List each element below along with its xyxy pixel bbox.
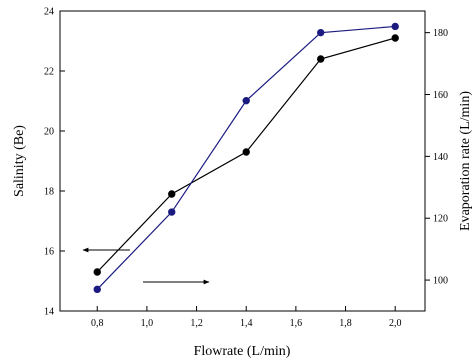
y2-tick-label: 160: [433, 90, 448, 101]
y2-tick-label: 140: [433, 152, 448, 163]
annotations-layer: [82, 247, 210, 285]
y2-axis-title: Evaporation rate (L/min): [458, 91, 473, 231]
y-tick-label: 20: [44, 127, 54, 138]
y2-tick-label: 100: [433, 276, 448, 287]
y2-tick-label: 180: [433, 28, 448, 39]
series-layer: [93, 22, 399, 294]
x-tick-label: 1,4: [240, 318, 253, 329]
axes-layer: [59, 10, 426, 312]
x-tick-label: 1,0: [141, 318, 154, 329]
series-2-point: [168, 208, 176, 216]
series-line-2: [96, 25, 396, 290]
ticks-layer: 0,8 1,0 1,2 1,4 1,6 1,8 2,0 14 16 18 20 22 24 100 120 1…: [44, 7, 448, 330]
x-tick-label: 1,8: [339, 318, 352, 329]
series-1-point: [242, 148, 250, 156]
y-axis-title: Salinity (Be): [12, 125, 27, 197]
x-tick-label: 0,8: [91, 318, 104, 329]
x-tick-label: 2,0: [389, 318, 402, 329]
series-1-point: [317, 55, 325, 63]
plot-frame: [59, 10, 426, 312]
x-tick-label: 1,6: [290, 318, 303, 329]
y-tick-label: 14: [44, 307, 54, 318]
y-tick-label: 22: [44, 67, 54, 78]
y2-tick-label: 120: [433, 214, 448, 225]
y-tick-label: 18: [44, 187, 54, 198]
series-1-point: [168, 190, 176, 198]
x-axis-title: Flowrate (L/min): [194, 344, 291, 359]
series-2-point: [93, 285, 101, 294]
x-tick-label: 1,2: [190, 318, 203, 329]
series-1-point: [391, 34, 399, 42]
series-2-point: [242, 96, 250, 105]
series-2-point: [317, 28, 325, 37]
series-1-point: [93, 268, 101, 276]
y-tick-label: 24: [44, 7, 54, 18]
y-tick-label: 16: [44, 247, 54, 258]
series-2-point: [391, 22, 399, 31]
